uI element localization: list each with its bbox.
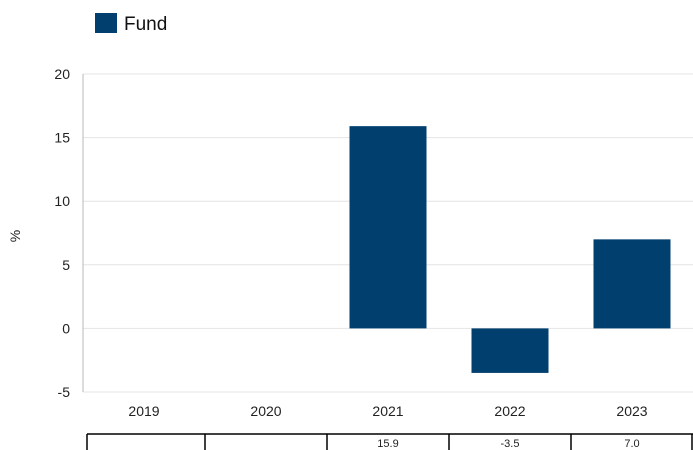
y-axis-label: % [7,230,23,242]
data-table: 15.9 -3.5 7.0 [86,433,693,450]
legend-swatch-fund [95,13,117,33]
x-tick-label: 2023 [616,403,647,419]
x-tick-label: 2019 [128,403,159,419]
x-tick-label: 2020 [250,403,281,419]
table-value-2021: 15.9 [377,438,398,450]
legend-label-fund: Fund [124,14,167,35]
y-tick-label: 20 [54,66,70,82]
x-tick-labels: 2019 2020 2021 2022 2023 [128,403,647,419]
bar-2023 [593,239,671,329]
y-tick-label: -5 [58,384,71,400]
bar-2021 [349,126,427,329]
y-tick-labels: -5 0 5 10 15 20 [54,66,70,400]
y-tick-label: 0 [62,320,70,336]
table-value-2022: -3.5 [501,438,520,450]
y-tick-label: 15 [54,130,70,146]
y-tick-label: 5 [62,257,70,273]
bars [349,126,671,373]
legend: Fund [95,13,167,35]
x-tick-label: 2021 [372,403,403,419]
x-tick-label: 2022 [494,403,525,419]
bar-2022 [471,328,549,373]
table-value-2023: 7.0 [624,438,639,450]
y-tick-label: 10 [54,193,70,209]
